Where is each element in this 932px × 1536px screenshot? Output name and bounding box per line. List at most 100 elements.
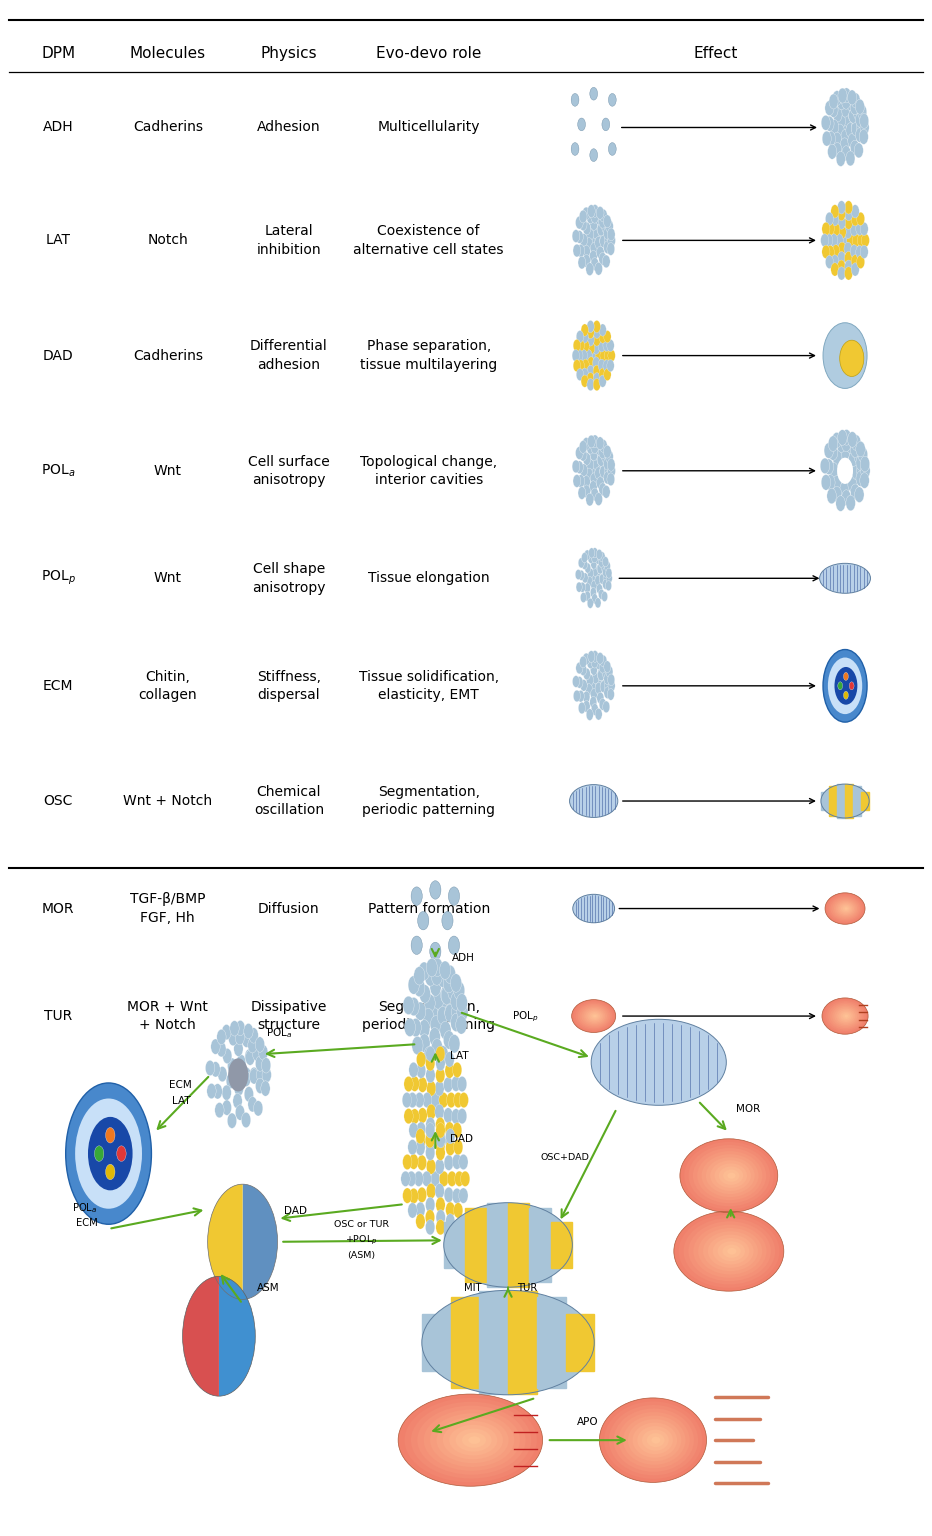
Circle shape — [437, 1006, 448, 1025]
Ellipse shape — [678, 1215, 779, 1287]
Circle shape — [576, 461, 583, 473]
Circle shape — [591, 441, 598, 453]
Circle shape — [841, 444, 850, 459]
Circle shape — [586, 674, 594, 687]
Circle shape — [590, 350, 597, 361]
Circle shape — [226, 1074, 236, 1089]
Circle shape — [573, 339, 581, 352]
Ellipse shape — [443, 1421, 503, 1459]
Circle shape — [852, 462, 861, 479]
Circle shape — [435, 1046, 445, 1061]
Circle shape — [416, 1140, 425, 1155]
Circle shape — [844, 267, 853, 280]
Bar — [444, 1221, 465, 1269]
Circle shape — [584, 550, 590, 561]
Circle shape — [856, 112, 865, 127]
Circle shape — [248, 1097, 257, 1112]
Circle shape — [602, 485, 610, 498]
Text: OSC or TUR: OSC or TUR — [334, 1221, 389, 1229]
Circle shape — [597, 223, 605, 237]
Ellipse shape — [844, 908, 848, 909]
Circle shape — [576, 662, 582, 674]
Circle shape — [432, 958, 443, 977]
Circle shape — [832, 91, 842, 106]
Circle shape — [412, 1037, 423, 1055]
Circle shape — [582, 700, 590, 713]
Circle shape — [600, 233, 608, 247]
Circle shape — [579, 702, 585, 714]
Text: Molecules: Molecules — [130, 46, 206, 61]
Circle shape — [577, 359, 584, 372]
Circle shape — [608, 350, 615, 361]
Circle shape — [581, 324, 588, 336]
Circle shape — [444, 1107, 453, 1123]
Circle shape — [578, 487, 586, 499]
Circle shape — [445, 1140, 455, 1155]
Circle shape — [600, 680, 608, 691]
Circle shape — [581, 369, 588, 381]
Ellipse shape — [836, 1009, 856, 1023]
Circle shape — [847, 432, 857, 447]
Circle shape — [435, 1117, 445, 1132]
Ellipse shape — [623, 1416, 686, 1465]
Circle shape — [606, 450, 613, 462]
Circle shape — [830, 204, 839, 218]
Circle shape — [596, 584, 603, 594]
Circle shape — [599, 662, 606, 673]
Circle shape — [426, 1129, 435, 1144]
Circle shape — [582, 485, 590, 498]
Ellipse shape — [728, 1172, 735, 1178]
Bar — [861, 791, 870, 811]
Ellipse shape — [697, 1150, 762, 1200]
Circle shape — [577, 690, 584, 702]
Ellipse shape — [422, 1290, 595, 1395]
Circle shape — [598, 558, 605, 567]
Circle shape — [598, 359, 606, 372]
Circle shape — [426, 1146, 435, 1161]
Circle shape — [581, 330, 588, 343]
Circle shape — [598, 590, 605, 599]
Circle shape — [439, 1170, 448, 1186]
Circle shape — [587, 326, 595, 338]
Ellipse shape — [398, 1395, 542, 1487]
Circle shape — [432, 966, 443, 985]
Circle shape — [848, 108, 857, 123]
Circle shape — [230, 1021, 240, 1037]
Circle shape — [432, 1038, 443, 1057]
Circle shape — [572, 230, 580, 243]
Circle shape — [587, 378, 595, 390]
Circle shape — [430, 978, 441, 997]
Circle shape — [596, 657, 602, 670]
Ellipse shape — [843, 906, 849, 911]
Ellipse shape — [839, 903, 853, 914]
Circle shape — [245, 1051, 254, 1066]
Ellipse shape — [436, 1418, 509, 1464]
Circle shape — [576, 676, 583, 688]
Circle shape — [604, 233, 612, 247]
Circle shape — [858, 447, 868, 462]
Circle shape — [573, 690, 581, 702]
Text: Cell surface
anisotropy: Cell surface anisotropy — [248, 455, 330, 487]
Ellipse shape — [838, 1011, 854, 1021]
Circle shape — [827, 223, 834, 235]
Circle shape — [418, 962, 430, 980]
Ellipse shape — [582, 1006, 607, 1026]
Circle shape — [576, 369, 583, 381]
Circle shape — [824, 442, 833, 458]
Circle shape — [842, 436, 851, 452]
Circle shape — [857, 255, 865, 269]
Circle shape — [424, 994, 435, 1012]
Circle shape — [404, 1109, 413, 1124]
Circle shape — [445, 1129, 455, 1144]
Circle shape — [447, 983, 459, 1001]
Ellipse shape — [838, 902, 854, 915]
Circle shape — [607, 473, 615, 485]
Circle shape — [458, 1077, 467, 1092]
Circle shape — [600, 656, 607, 667]
Circle shape — [572, 350, 580, 361]
Text: Notch: Notch — [147, 233, 188, 247]
Circle shape — [836, 114, 845, 129]
Circle shape — [451, 1003, 462, 1021]
Text: Diffusion: Diffusion — [258, 902, 320, 915]
Circle shape — [211, 1038, 220, 1054]
